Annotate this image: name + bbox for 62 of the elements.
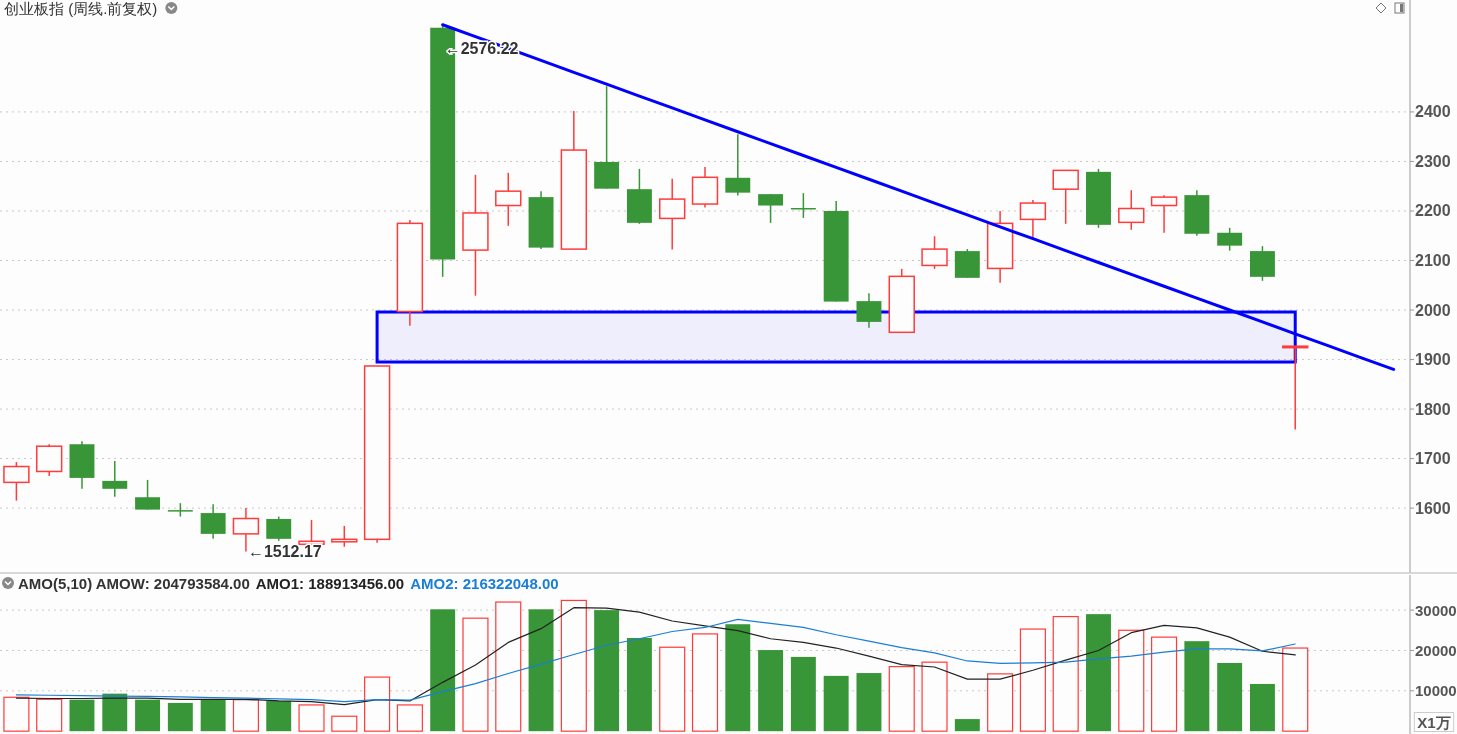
text: X1万	[1417, 713, 1451, 731]
bar	[954, 719, 980, 732]
bar	[3, 696, 30, 732]
bar	[167, 702, 193, 732]
bar	[790, 656, 816, 732]
candlestick	[1282, 345, 1309, 431]
bar	[298, 704, 325, 732]
text: AMO2: 216322048.00	[410, 574, 559, 592]
bar	[495, 601, 522, 732]
bar	[135, 699, 161, 732]
chart-title: AMO(5,10) AMOW: 204793584.00	[18, 574, 250, 592]
bar	[691, 633, 719, 732]
chart-title: 创业板指 (周线.前复权)	[4, 0, 158, 17]
candlestick	[331, 525, 358, 548]
bar	[266, 700, 292, 732]
y-tick-label: 2100	[1415, 252, 1451, 269]
bar	[987, 673, 1014, 732]
bar	[1217, 662, 1243, 732]
bar	[331, 715, 358, 732]
bar	[396, 704, 423, 732]
bar	[200, 699, 226, 732]
bar	[626, 637, 652, 732]
y-tick-label: 2400	[1415, 103, 1451, 121]
bar	[364, 676, 391, 732]
bar	[758, 650, 784, 732]
bar	[823, 675, 849, 732]
bar	[1118, 629, 1145, 732]
bar	[659, 646, 686, 732]
bar	[69, 699, 95, 732]
bar	[36, 698, 63, 732]
bar	[1282, 647, 1309, 732]
bar	[856, 673, 882, 732]
bar	[594, 610, 620, 732]
bar	[1019, 628, 1046, 732]
bar	[430, 609, 456, 732]
bar	[528, 609, 554, 732]
y-tick-label: 20000	[1415, 641, 1457, 659]
y-tick-label: 1800	[1415, 400, 1451, 418]
bar	[888, 666, 915, 732]
candlestick	[102, 460, 128, 498]
y-tick-label: 1900	[1415, 351, 1451, 369]
y-tick-label: 1600	[1415, 499, 1451, 517]
y-tick-label: 2200	[1415, 202, 1451, 220]
bar	[462, 617, 489, 732]
bar	[1052, 615, 1079, 732]
text: AMO1: 188913456.00	[255, 574, 405, 592]
bar	[1249, 683, 1275, 732]
bar	[232, 699, 259, 732]
bar	[1151, 636, 1178, 732]
line-series	[441, 23, 1396, 371]
y-tick-label: 2000	[1415, 301, 1451, 319]
bar	[1086, 614, 1111, 732]
bar	[1184, 641, 1210, 732]
bar	[921, 661, 948, 732]
y-tick-label: 1700	[1415, 450, 1451, 468]
y-tick-label: 10000	[1415, 682, 1457, 700]
y-tick-label: 2300	[1415, 152, 1451, 170]
y-tick-label: 30000	[1415, 601, 1457, 619]
bar	[560, 599, 587, 732]
annotation: ←1512.17	[247, 543, 322, 561]
bar	[725, 624, 751, 732]
candlestick	[790, 192, 816, 219]
